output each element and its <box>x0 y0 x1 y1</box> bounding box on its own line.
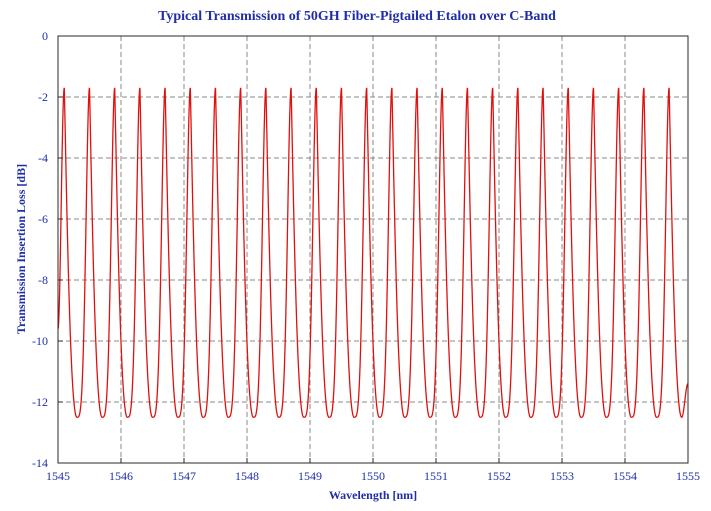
x-tick-label: 1555 <box>676 469 700 483</box>
y-axis-label: Transmission Insertion Loss [dB] <box>14 164 28 334</box>
x-axis-label: Wavelength [nm] <box>329 488 417 502</box>
chart-title: Typical Transmission of 50GH Fiber-Pigta… <box>158 9 556 24</box>
x-tick-label: 1551 <box>424 469 448 483</box>
y-tick-label: -10 <box>32 334 48 348</box>
x-tick-label: 1547 <box>172 469 196 483</box>
y-tick-label: -12 <box>32 395 48 409</box>
y-tick-label: -6 <box>38 212 48 226</box>
y-tick-label: -8 <box>38 273 48 287</box>
y-tick-label: -2 <box>38 90 48 104</box>
x-tick-label: 1548 <box>235 469 259 483</box>
transmission-series-line <box>57 87 689 418</box>
x-tick-label: 1552 <box>487 469 511 483</box>
x-tick-label: 1550 <box>361 469 385 483</box>
x-tick-label: 1546 <box>109 469 133 483</box>
x-tick-label: 1553 <box>550 469 574 483</box>
y-tick-label: -14 <box>32 456 48 470</box>
y-tick-label: 0 <box>42 29 48 43</box>
x-tick-label: 1545 <box>46 469 70 483</box>
y-tick-label: -4 <box>38 151 48 165</box>
x-tick-label: 1554 <box>613 469 637 483</box>
y-axis-ticks: 0 -2 -4 -6 -8 -10 -12 -14 <box>32 29 63 470</box>
grid-lines <box>58 36 688 463</box>
x-tick-label: 1549 <box>298 469 322 483</box>
x-axis-ticks: 1545 1546 1547 1548 1549 1550 1551 1552 1553 1554… <box>46 458 700 483</box>
series-layer <box>57 87 689 418</box>
